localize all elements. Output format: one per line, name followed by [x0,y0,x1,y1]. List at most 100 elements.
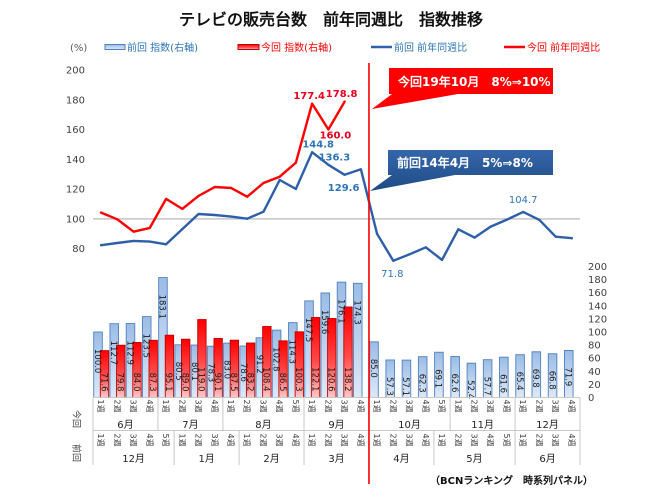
callout-previous: 前回14年4月 5%⇒8% [370,150,553,191]
left-axis-unit-label: (%) [70,43,87,54]
prev-yoy-point [148,240,151,243]
prev-yoy-point [213,213,216,217]
week-tick-label: 3週 [194,400,203,413]
legend-swatch-curr-index [237,44,260,50]
bar-label-prev-index: 66.8 [546,371,556,390]
right-y-axis: 0 20 40 60 80 100 120 140 160 180 200 [588,262,607,404]
week-tick-label: 4週 [567,400,576,413]
bar-label-curr-index: 122.1 [309,367,319,391]
curr-yoy-point [181,207,184,210]
week-tick-label: 4週 [567,434,576,447]
legend-item-prev-index: 前回 指数(右軸) [104,41,198,54]
week-tick-label: 4週 [421,400,430,413]
prev-yoy-point [424,246,427,249]
prev-yoy-point [181,228,184,231]
bar-label-prev-index: 123.5 [141,334,151,358]
month-label: 12月 [122,453,145,465]
week-tick-label: 1週 [96,434,105,447]
week-tick-label: 2週 [242,400,251,413]
curr-yoy-point [100,211,103,214]
week-tick-label: 4週 [421,434,430,447]
week-tick-label: 4週 [226,434,235,447]
week-tick-label: 4週 [356,434,365,447]
week-tick-label: 4週 [145,434,154,447]
prev-yoy-point [440,258,444,262]
bar-label-prev-index: 71.9 [563,367,573,386]
prev-yoy-point [278,178,281,182]
bar-label-curr-index: 95.1 [163,373,173,392]
prev-yoy-point [505,218,509,221]
left-y-axis: 80 100 120 140 160 180 200 [66,66,85,256]
bar-label-prev-index: 57.3 [384,377,394,396]
prev-yoy-line [99,150,574,262]
week-tick-label: 2週 [112,400,121,413]
month-label: 6月 [117,419,133,431]
prev-yoy-point [538,218,541,222]
curr-yoy-point [132,230,135,233]
week-tick-label: 3週 [551,434,560,447]
prev-yoy-point [375,232,379,235]
prev-yoy-point [489,225,492,228]
point-label-prev-yoy: 136.3 [319,152,351,163]
bar-label-curr-index: 100.3 [293,367,303,391]
week-tick-label: 4週 [210,400,219,413]
right-tick-label: 0 [588,393,594,404]
curr-yoy-point [262,181,265,185]
week-tick-label: 2週 [469,400,478,413]
curr-yoy-point [343,100,346,103]
bar-label-prev-index: 52.4 [465,380,475,399]
week-tick-label: 1週 [372,434,381,447]
prev-yoy-point [116,241,119,245]
week-tick-label: 2週 [258,434,267,447]
bar-label-prev-index: 80.5 [173,362,183,381]
week-tick-label: 2週 [388,434,397,447]
bar-label-prev-index: 114.3 [287,340,297,364]
prev-yoy-point [473,236,476,239]
prev-yoy-point [457,228,460,231]
month-label: 8月 [255,419,271,431]
month-label: 12月 [536,419,559,431]
bar-labels-layer: 100.0 112.7 112.9 123.5 183.1 80.5 80.1 78.3 83.… [92,295,573,400]
right-tick-label: 180 [588,275,607,286]
month-label: 1月 [198,453,214,465]
week-tick-label: 1週 [96,400,105,413]
bar-label-curr-index: 108.4 [261,367,271,391]
month-label: 9月 [328,419,344,431]
bar-label-curr-index: 87.5 [228,373,238,392]
prev-yoy-point [229,215,233,218]
week-tick-label: 1週 [307,434,316,447]
left-tick-label: 180 [66,95,85,106]
week-tick-label: 1週 [242,434,251,447]
week-tick-label: 3週 [258,400,267,413]
chart-title: テレビの販売台数 前年同週比 指数推移 [179,10,483,29]
bar-label-prev-index: 85.0 [368,359,378,378]
prev-yoy-point [408,253,411,256]
bar-label-prev-index: 57.7 [481,377,491,396]
prev-yoy-point [343,173,346,176]
week-tick-label: 4週 [145,400,154,413]
curr-yoy-point [164,197,168,201]
prev-yoy-point [522,210,525,213]
bar-label-prev-index: 65.4 [514,372,524,391]
legend-item-curr-yoy: 今回 前年同週比 [504,41,600,54]
left-tick-label: 100 [66,214,85,225]
week-tick-label: 5週 [161,434,170,447]
bar-label-curr-index: 138.2 [342,367,352,391]
left-tick-label: 140 [66,155,85,166]
bar-label-prev-index: 174.3 [352,300,362,324]
month-label: 6月 [539,453,555,465]
bar-label-prev-index: 159.6 [319,310,329,334]
prev-yoy-point [327,163,330,166]
legend-label-curr-yoy: 今回 前年同週比 [527,41,600,54]
bar-label-curr-index: 120.6 [326,367,336,391]
row-label-previous: 前回 [71,444,83,462]
right-tick-label: 40 [588,367,601,378]
bar-label-curr-index: 71.6 [98,373,108,392]
month-label: 3月 [328,453,344,465]
legend-label-prev-index: 前回 指数(右軸) [127,41,198,54]
callout-previous-text: 前回14年4月 5%⇒8% [397,155,533,170]
callout-previous-shape [370,150,553,191]
prev-yoy-point [164,243,168,246]
right-tick-label: 200 [588,262,607,273]
